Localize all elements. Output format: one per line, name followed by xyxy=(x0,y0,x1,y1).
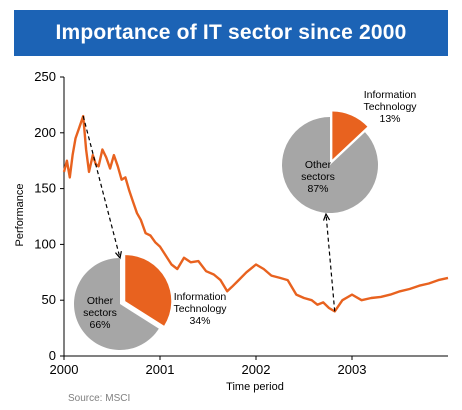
pie-label-information-technology: Technology xyxy=(363,101,417,113)
x-tick-label: 2002 xyxy=(242,362,271,377)
pie-label-information-technology: 13% xyxy=(379,113,400,125)
chart-title: Importance of IT sector since 2000 xyxy=(55,21,407,44)
pie-label-other-sectors: 87% xyxy=(307,183,328,195)
pie-slice-other-sectors xyxy=(74,258,159,351)
title-banner: Importance of IT sector since 2000 xyxy=(14,10,448,56)
y-tick-label: 150 xyxy=(34,181,56,196)
x-tick-label: 2000 xyxy=(50,362,79,377)
axes: 0 50 100 150 200 250 2000 2001 2002 2003 xyxy=(34,69,449,377)
pie-slice-information-technology xyxy=(332,111,368,160)
arrow-head xyxy=(322,212,331,221)
dashed-arrow-line xyxy=(82,115,121,259)
pie-label-other-sectors: Other xyxy=(87,295,114,307)
pie-label-other-sectors: sectors xyxy=(83,307,117,319)
pie-label-information-technology: 34% xyxy=(189,315,210,327)
pie-label-other-sectors: sectors xyxy=(301,171,335,183)
x-tick-label: 2003 xyxy=(338,362,367,377)
y-tick-label: 250 xyxy=(34,69,56,84)
y-tick-label: 200 xyxy=(34,125,56,140)
pie-label-information-technology: Technology xyxy=(173,303,227,315)
pie-label-information-technology: Information xyxy=(174,291,227,303)
pie-slice-other-sectors xyxy=(282,117,379,213)
pie-label-information-technology: Information xyxy=(364,89,417,101)
pie-label-other-sectors: Other xyxy=(305,159,332,171)
y-tick-label: 0 xyxy=(49,348,56,363)
y-tick-label: 100 xyxy=(34,236,56,251)
performance-series-line xyxy=(62,114,449,313)
source-note: Source: MSCI xyxy=(68,393,130,404)
y-axis-title: Performance xyxy=(14,184,26,247)
pie-annotations: InformationTechnology34%Othersectors66%I… xyxy=(74,89,417,351)
dashed-arrow-line xyxy=(325,213,336,312)
pie-slice-information-technology xyxy=(125,255,172,326)
x-tick-label: 2001 xyxy=(146,362,175,377)
pie-label-other-sectors: 66% xyxy=(89,319,110,331)
y-tick-label: 50 xyxy=(42,292,56,307)
x-axis-title: Time period xyxy=(226,381,284,393)
